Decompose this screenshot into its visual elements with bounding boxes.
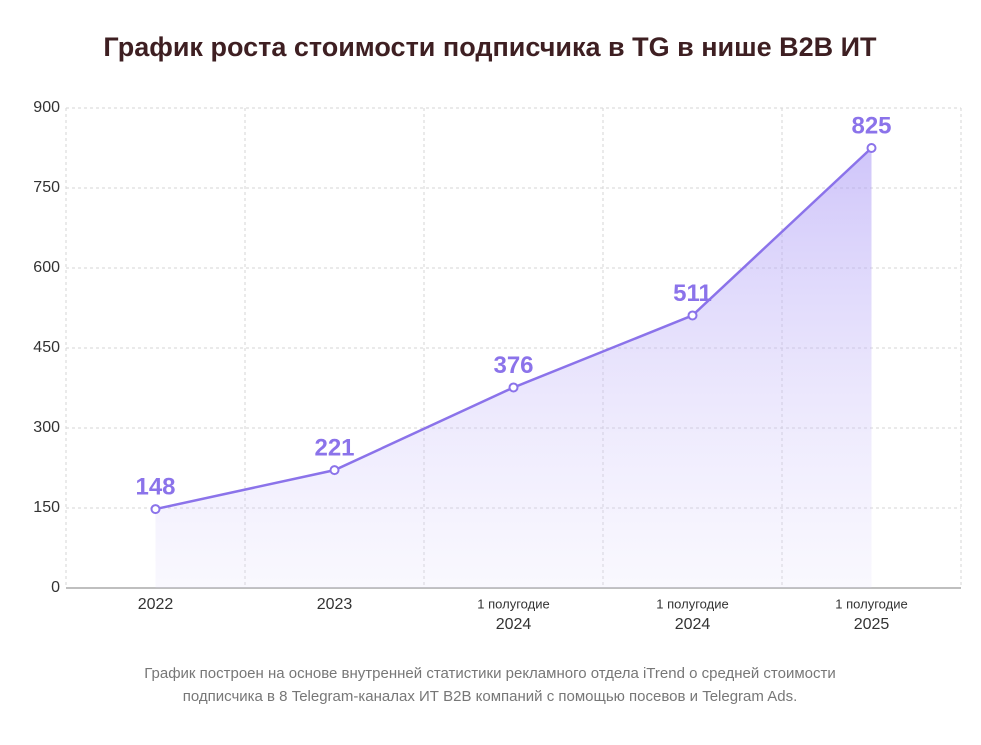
y-tick-label: 150 [33,499,60,516]
x-tick-label: 2024 [496,616,532,633]
footnote: График построен на основе внутренней ста… [144,665,835,682]
y-tick-label: 750 [33,179,60,196]
footnote: подписчика в 8 Telegram-каналах ИТ B2B к… [183,688,798,705]
y-tick-label: 600 [33,259,60,276]
x-tick-label: 1 полугодие [656,596,728,611]
value-label: 221 [314,434,354,461]
x-tick-label: 2024 [675,616,711,633]
y-tick-label: 450 [33,339,60,356]
x-tick-label: 2023 [317,596,353,613]
point [150,504,161,515]
area [155,148,872,588]
y-tick-label: 900 [33,99,60,116]
x-tick-label: 2025 [854,616,890,633]
chart-title: График роста стоимости подписчика в TG в… [103,32,877,62]
point [687,310,698,321]
value-label: 148 [135,473,175,500]
y-tick-label: 300 [33,419,60,436]
x-tick-label: 2022 [138,596,174,613]
point [329,465,340,476]
point [508,382,519,393]
value-label: 511 [673,280,712,307]
x-tick-label: 1 полугодие [477,596,549,611]
value-label: 825 [851,112,891,139]
x-tick-label: 1 полугодие [835,596,907,611]
point [866,143,877,153]
y-tick-label: 0 [51,579,60,596]
value-label: 376 [493,352,533,379]
